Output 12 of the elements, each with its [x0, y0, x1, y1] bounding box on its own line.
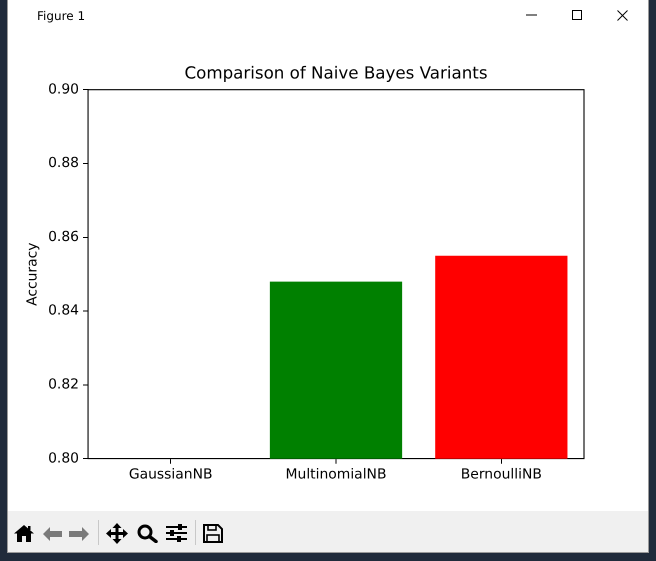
y-tick-label: 0.86 — [48, 228, 79, 245]
y-tick-label: 0.84 — [48, 302, 80, 319]
y-tick-label: 0.82 — [48, 376, 79, 393]
caption: Figure 1 — [37, 9, 86, 23]
y-tick-label: 0.80 — [48, 450, 79, 466]
y-tick-label: 0.90 — [48, 81, 79, 98]
y-axis-title: Accuracy — [24, 242, 41, 306]
x-tick-label: GaussianNB — [128, 466, 212, 483]
y-tick-label: 0.88 — [48, 155, 79, 172]
x-tick-label: MultinomialNB — [286, 466, 386, 483]
x-tick-label: BernoulliNB — [460, 466, 542, 483]
chart-title: Comparison of Naive Bayes Variants — [184, 62, 488, 83]
